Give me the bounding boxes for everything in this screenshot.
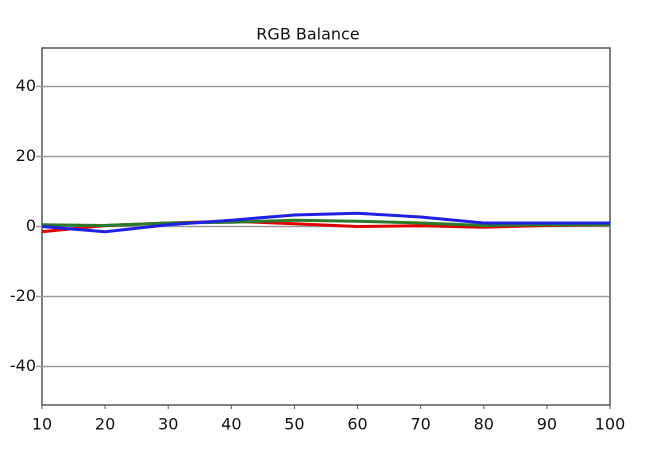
y-tick-label: 0: [26, 216, 36, 235]
x-tick-label: 10: [32, 415, 52, 434]
x-tick-label: 50: [284, 415, 304, 434]
x-tick-label: 70: [410, 415, 430, 434]
y-tick-label: 40: [16, 76, 36, 95]
y-tick-label: -20: [10, 286, 36, 305]
x-tick-label: 100: [595, 415, 626, 434]
x-tick-label: 40: [221, 415, 241, 434]
x-tick-label: 90: [537, 415, 557, 434]
x-tick-label: 30: [158, 415, 178, 434]
y-tick-label: 20: [16, 146, 36, 165]
x-tick-label: 80: [474, 415, 494, 434]
series-line: [41, 211, 610, 234]
x-tick-label: 60: [347, 415, 367, 434]
series-line: [41, 218, 610, 227]
chart-title: RGB Balance: [256, 25, 359, 44]
x-tick-label: 20: [95, 415, 115, 434]
y-tick-label: -40: [10, 356, 36, 375]
